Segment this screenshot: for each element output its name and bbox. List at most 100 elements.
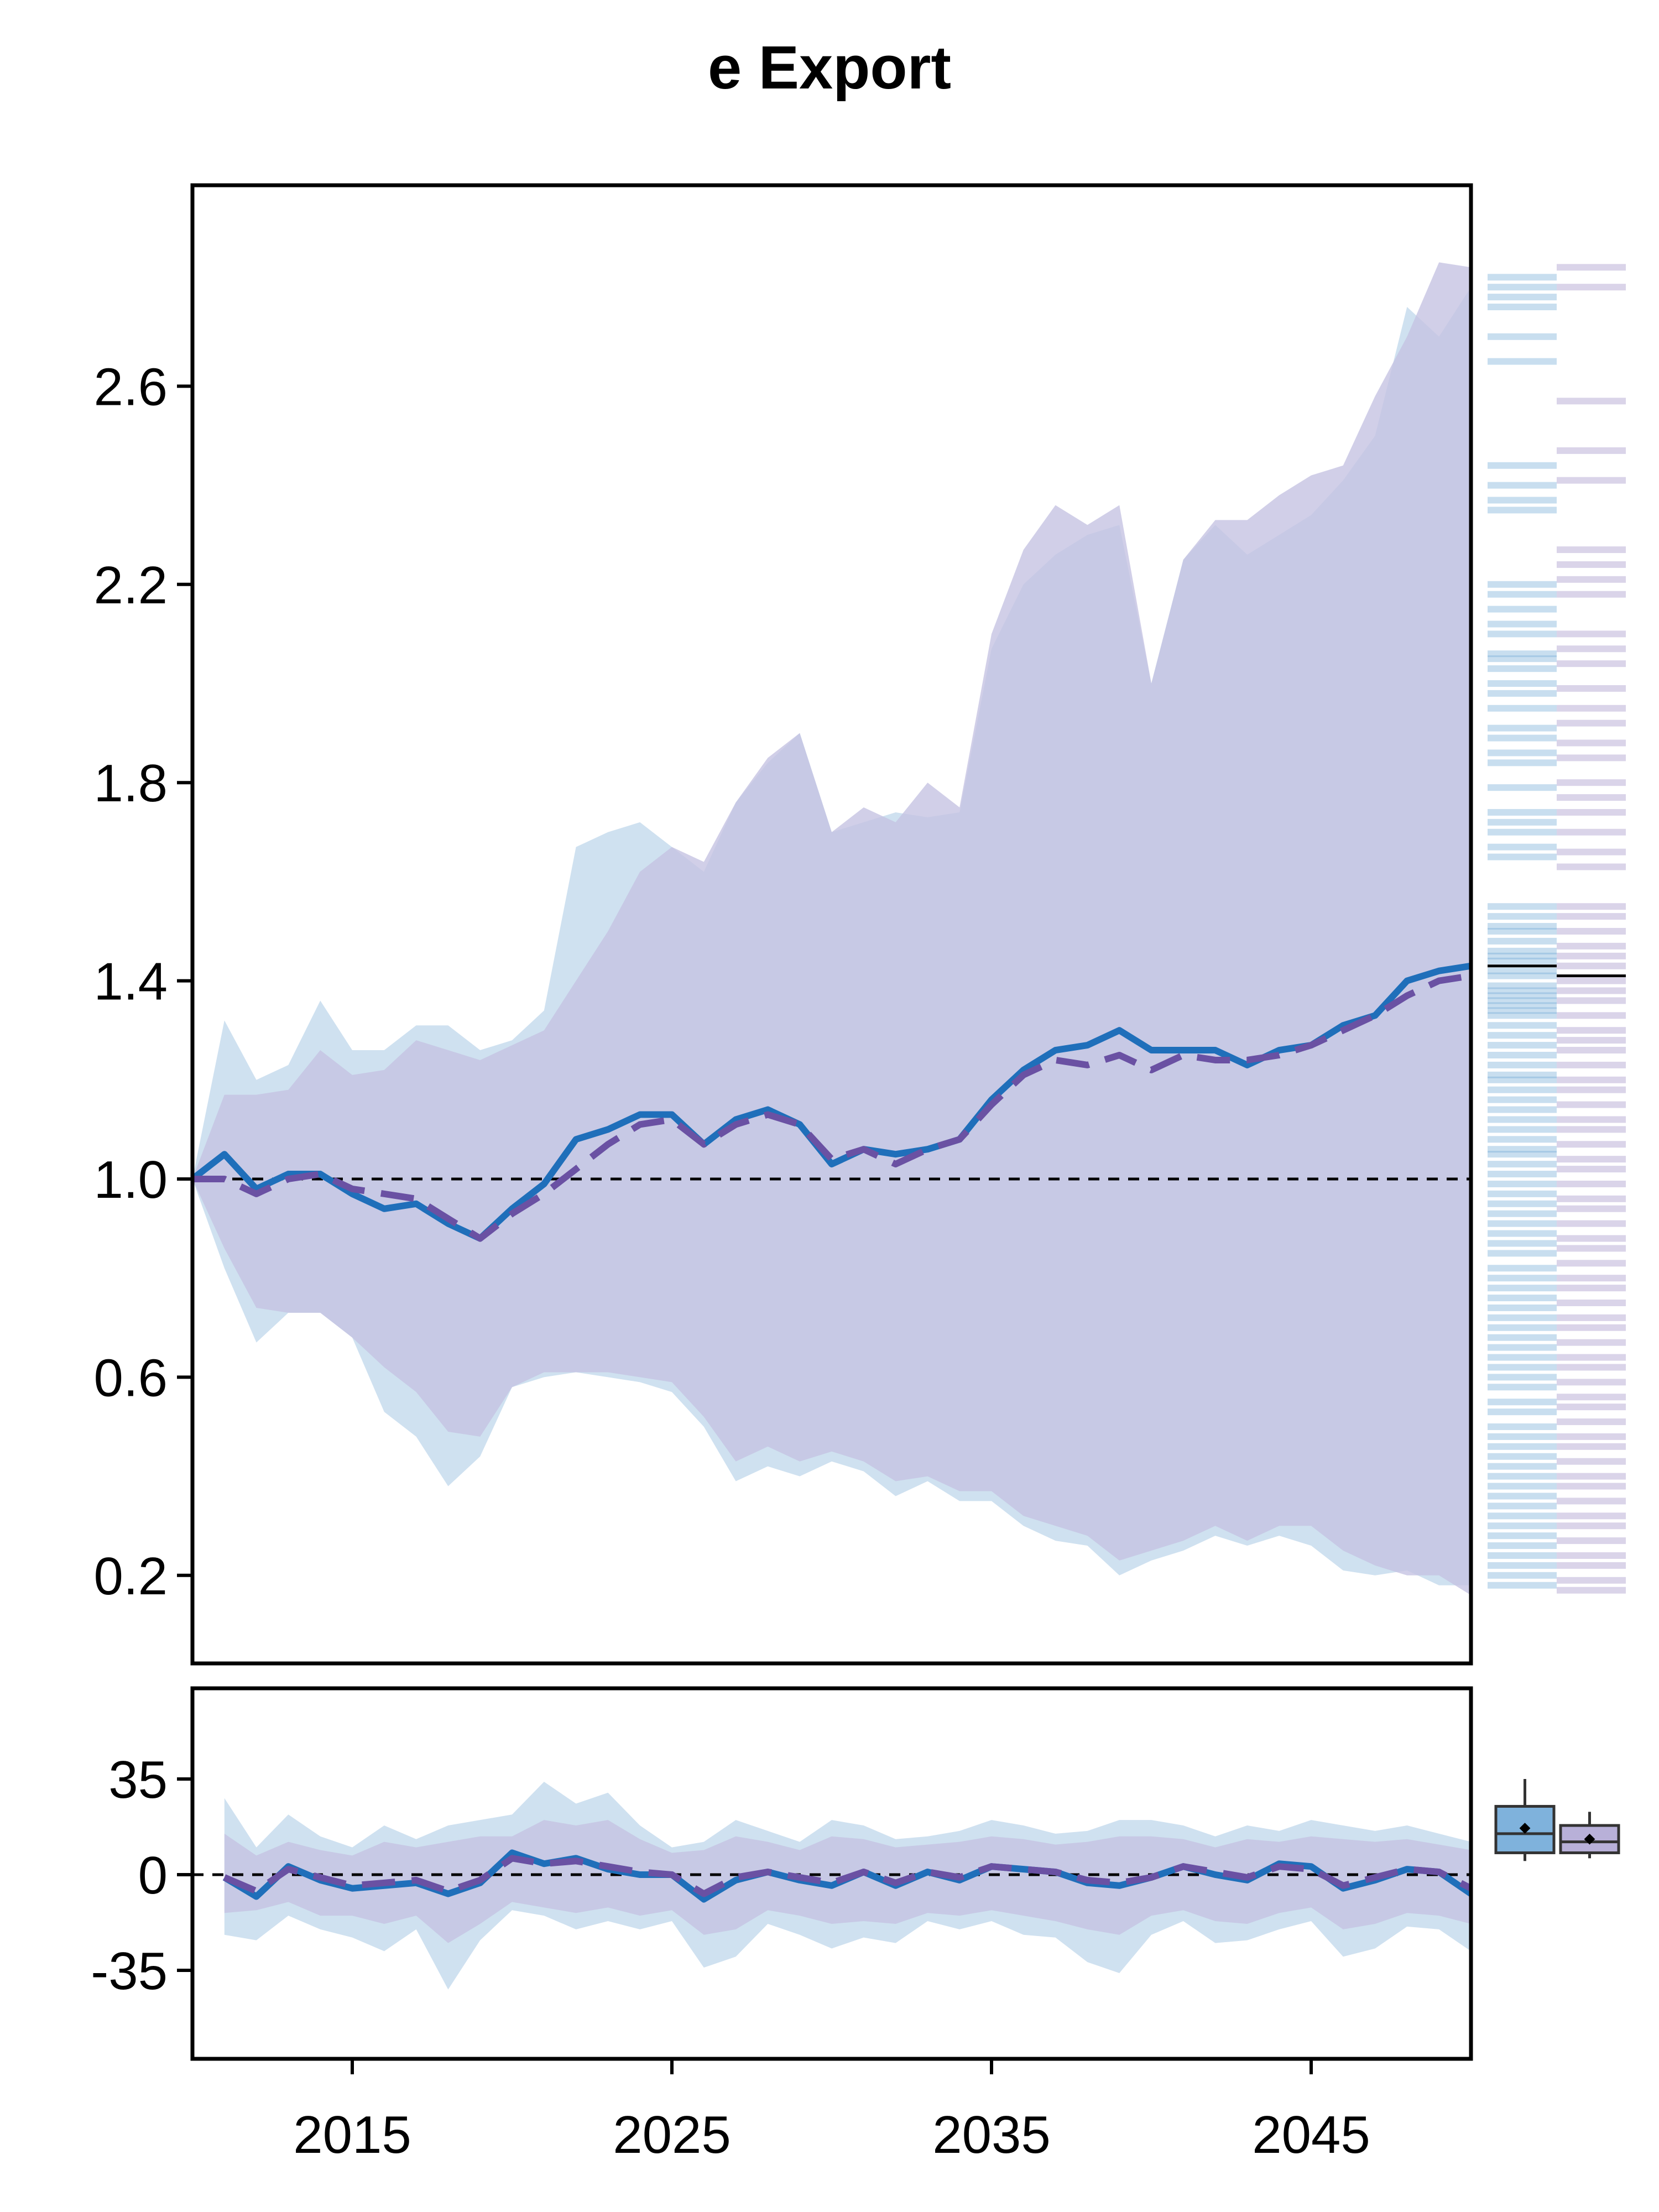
strip-sample	[1488, 759, 1557, 766]
strip-sample	[1557, 1012, 1626, 1019]
strip-sample	[1557, 1458, 1626, 1465]
strip-sample	[1488, 1002, 1557, 1009]
strip-sample	[1488, 650, 1557, 658]
strip-sample	[1557, 1443, 1626, 1450]
strip-sample	[1557, 808, 1626, 816]
strip-sample	[1488, 843, 1557, 851]
strip-sample	[1488, 284, 1557, 291]
strip-sample	[1557, 660, 1626, 667]
strip-sample	[1557, 1577, 1626, 1584]
strip-sample	[1488, 705, 1557, 712]
strip-sample	[1557, 997, 1626, 1004]
strip-sample	[1557, 794, 1626, 801]
main-plot-panel: 0.2 0.6 1.0 1.4 1.8 2.2 2.6	[94, 183, 1626, 1666]
strip-sample	[1557, 1101, 1626, 1108]
strip-sample	[1488, 1146, 1557, 1153]
strip-sample	[1557, 928, 1626, 935]
strip-sample	[1488, 967, 1557, 974]
strip-sample	[1557, 987, 1626, 994]
strip-sample	[1557, 447, 1626, 454]
strip-sample	[1557, 977, 1626, 984]
strip-sample	[1488, 1354, 1557, 1361]
strip-sample	[1488, 997, 1557, 1004]
strip-sample	[1557, 1364, 1626, 1371]
y-tick-label: -35	[91, 1942, 168, 2001]
strip-sample	[1488, 1423, 1557, 1430]
strip-sample	[1557, 1076, 1626, 1083]
strip-sample	[1488, 992, 1557, 999]
line-series-2-top	[192, 972, 1471, 1242]
strip-sample	[1488, 606, 1557, 613]
strip-sample	[1557, 1562, 1626, 1569]
strip-sample	[1557, 739, 1626, 747]
strip-sample	[1488, 724, 1557, 732]
strip-sample	[1488, 928, 1557, 935]
strip-sample	[1488, 1443, 1557, 1450]
strip-sample	[1557, 1418, 1626, 1426]
strip-sample	[1488, 294, 1557, 301]
strip-sample	[1557, 962, 1626, 969]
strip-sample	[1557, 942, 1626, 950]
strip-sample	[1488, 1374, 1557, 1381]
strip-sample	[1557, 645, 1626, 653]
strip-sample	[1488, 808, 1557, 816]
strip-sample	[1488, 482, 1557, 489]
strip-sample	[1488, 1240, 1557, 1247]
strip-sample	[1488, 1032, 1557, 1039]
strip-sample	[1488, 1086, 1557, 1093]
strip-sample	[1557, 1156, 1626, 1163]
strip-sample	[1488, 1042, 1557, 1049]
strip-sample	[1488, 987, 1557, 994]
strip-sample	[1488, 1022, 1557, 1029]
strip-sample	[1557, 828, 1626, 836]
strip-sample	[1557, 1205, 1626, 1212]
strip-sample	[1557, 1195, 1626, 1202]
y-tick-label: 1.0	[94, 1150, 168, 1209]
strip-sample	[1488, 680, 1557, 687]
strip-sample	[1557, 1180, 1626, 1187]
strip-sample	[1488, 1076, 1557, 1083]
strip-sample	[1557, 1116, 1626, 1123]
strip-sample	[1488, 690, 1557, 697]
strip-sample	[1557, 1522, 1626, 1530]
strip-sample	[1557, 591, 1626, 598]
y-tick-label: 35	[108, 1750, 168, 1809]
strip-sample	[1488, 903, 1557, 910]
change-lines	[222, 1849, 1471, 1903]
strip-sample	[1488, 1334, 1557, 1341]
strip-sample	[1557, 863, 1626, 870]
line-series-2-bottom	[223, 1855, 1471, 1897]
strip-sample	[1488, 972, 1557, 979]
strip-sample	[1557, 546, 1626, 554]
change-plot-frame	[190, 1686, 1473, 2061]
strip-sample	[1488, 1007, 1557, 1014]
strip-sample	[1488, 1061, 1557, 1068]
box-mean-marker	[1519, 1823, 1531, 1834]
y-tick-label: 0.2	[94, 1547, 168, 1606]
strip-sample	[1488, 913, 1557, 920]
plot-frame	[190, 183, 1473, 1666]
strip-sample	[1557, 913, 1626, 920]
strip-sample	[1488, 734, 1557, 742]
strip-sample	[1557, 1166, 1626, 1173]
strip-sample	[1557, 1379, 1626, 1386]
band-series-2-top	[192, 262, 1471, 1595]
strip-sample	[1557, 1027, 1626, 1034]
strip-sample	[1488, 591, 1557, 598]
strip-sample	[1488, 655, 1557, 662]
strip-sample	[1488, 1190, 1557, 1197]
strip-sample	[1488, 1399, 1557, 1406]
strip-sample	[1557, 1324, 1626, 1331]
strip-sample	[1488, 1230, 1557, 1237]
strip-sample	[1488, 1250, 1557, 1257]
strip-sample	[1488, 784, 1557, 791]
strip-sample	[1557, 1061, 1626, 1068]
strip-sample	[1488, 1463, 1557, 1470]
strip-sample	[1557, 1483, 1626, 1490]
y-tick-label: 1.4	[94, 952, 168, 1011]
strip-sample	[1488, 1582, 1557, 1589]
x-tick-label: 2035	[932, 2105, 1051, 2164]
strip-sample	[1488, 1265, 1557, 1272]
strip-sample	[1488, 1096, 1557, 1103]
